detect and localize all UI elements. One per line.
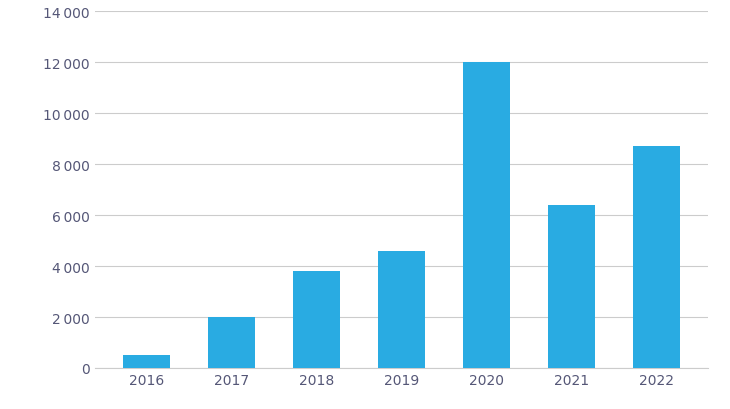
Bar xyxy=(208,317,255,368)
Bar xyxy=(123,355,169,368)
Bar xyxy=(293,272,339,368)
Bar xyxy=(464,63,510,368)
Bar xyxy=(548,205,595,368)
Bar xyxy=(634,147,680,368)
Bar xyxy=(378,251,425,368)
